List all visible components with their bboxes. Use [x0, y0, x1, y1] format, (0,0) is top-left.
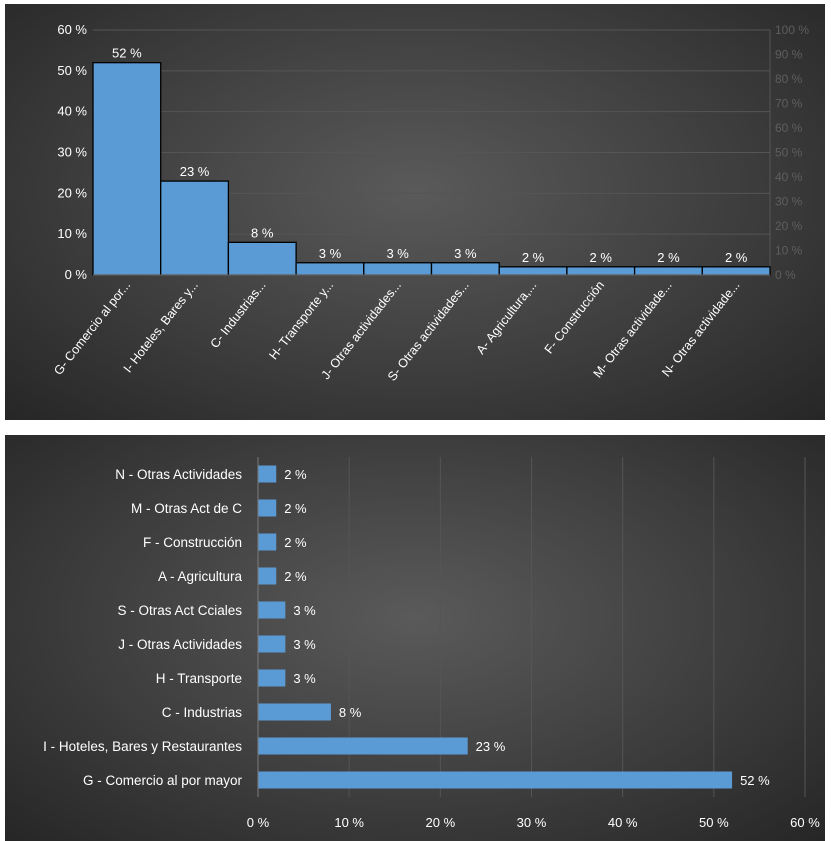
bar	[160, 180, 230, 276]
data-label: 2 %	[284, 501, 307, 516]
bar	[498, 266, 568, 276]
y2-tick-label: 10 %	[775, 244, 803, 258]
y2-tick-label: 90 %	[775, 48, 803, 62]
y-category-label: J - Otras Actividades	[118, 637, 242, 652]
y2-tick-label: 40 %	[775, 170, 803, 184]
x-tick-label: 20 %	[426, 815, 456, 830]
bar	[633, 266, 703, 276]
x-category-label: F- Construcción	[542, 278, 607, 356]
data-label: 2 %	[522, 250, 545, 265]
y-tick-label: 40 %	[57, 104, 87, 119]
x-category-label: M- Otras actividade...	[591, 278, 675, 380]
y-category-label: H - Transporte	[156, 671, 242, 686]
data-label: 8 %	[251, 225, 274, 240]
bar	[258, 635, 286, 653]
bar	[566, 266, 636, 276]
bar	[258, 601, 286, 619]
x-category-label: A- Agricultura,...	[474, 278, 540, 357]
horizontal-bar-chart: 0 % 10 % 20 % 30 % 40 % 50 % 60 % 2 % N - Otras …	[43, 457, 820, 830]
x-tick-label: 50 %	[699, 815, 729, 830]
data-label: 2 %	[284, 535, 307, 550]
data-label: 3 %	[454, 246, 477, 261]
data-label: 2 %	[657, 250, 680, 265]
data-label: 3 %	[293, 637, 316, 652]
y-category-label: A - Agricultura	[158, 569, 243, 584]
data-label: 3 %	[293, 671, 316, 686]
pareto-chart: 0 % 10 % 20 % 30 % 40 % 50 % 60 % 0 % 10 % 20 % 30…	[51, 22, 809, 384]
x-category-label: H- Transporte y...	[266, 278, 336, 362]
x-tick-label: 0 %	[247, 815, 270, 830]
horizontal-bar-chart-panel: 0 % 10 % 20 % 30 % 40 % 50 % 60 % 2 % N - Otras …	[5, 435, 825, 841]
data-label: 3 %	[293, 603, 316, 618]
x-tick-label: 30 %	[517, 815, 547, 830]
bar	[258, 465, 277, 483]
bar	[430, 262, 500, 276]
data-label: 8 %	[339, 705, 362, 720]
x-category-label: C- Industrias...	[208, 278, 269, 351]
y2-tick-label: 80 %	[775, 72, 803, 86]
x-category-label: N- Otras actividade...	[659, 278, 742, 379]
bar	[258, 533, 277, 551]
data-label: 2 %	[284, 569, 307, 584]
bar	[258, 669, 286, 687]
y-category-label: N - Otras Actividades	[115, 467, 242, 482]
data-label: 2 %	[284, 467, 307, 482]
bar	[295, 262, 365, 276]
y-category-label: M - Otras Act de C	[131, 501, 242, 516]
y-category-label: C - Industrias	[162, 705, 243, 720]
data-label: 2 %	[590, 250, 613, 265]
bar	[92, 62, 162, 276]
data-label: 23 %	[180, 164, 210, 179]
y-category-label: F - Construcción	[143, 535, 242, 550]
x-category-label: G- Comercio al por...	[51, 278, 133, 377]
bar	[258, 499, 277, 517]
y2-tick-label: 20 %	[775, 219, 803, 233]
y-tick-label: 50 %	[57, 63, 87, 78]
x-tick-label: 40 %	[608, 815, 638, 830]
bar	[258, 567, 277, 585]
y-tick-label: 30 %	[57, 145, 87, 160]
y-category-label: S - Otras Act Cciales	[117, 603, 242, 618]
bar	[258, 703, 331, 721]
bar	[363, 262, 433, 276]
y-category-label: G - Comercio al por mayor	[83, 773, 243, 788]
y2-tick-label: 100 %	[775, 23, 809, 37]
data-label: 52 %	[112, 46, 142, 61]
y2-tick-label: 70 %	[775, 97, 803, 111]
y2-tick-label: 0 %	[775, 268, 796, 282]
bar	[258, 771, 733, 789]
y2-tick-label: 30 %	[775, 195, 803, 209]
data-label: 23 %	[476, 739, 506, 754]
x-category-label: I- Hoteles, Bares y...	[121, 278, 201, 375]
x-tick-label: 60 %	[790, 815, 820, 830]
y-category-label: I - Hoteles, Bares y Restaurantes	[43, 739, 242, 754]
y-tick-label: 20 %	[57, 185, 87, 200]
y-tick-label: 10 %	[57, 226, 87, 241]
bar	[701, 266, 771, 276]
y2-tick-label: 50 %	[775, 146, 803, 160]
y2-tick-label: 60 %	[775, 121, 803, 135]
data-label: 3 %	[386, 246, 409, 261]
pareto-chart-panel: 0 % 10 % 20 % 30 % 40 % 50 % 60 % 0 % 10 % 20 % 30…	[5, 4, 825, 420]
y-tick-label: 60 %	[57, 22, 87, 37]
bar	[227, 241, 297, 276]
y-tick-label: 0 %	[65, 267, 88, 282]
data-label: 2 %	[725, 250, 748, 265]
x-tick-label: 10 %	[334, 815, 364, 830]
bar	[258, 737, 468, 755]
data-label: 52 %	[740, 773, 770, 788]
data-label: 3 %	[319, 246, 342, 261]
